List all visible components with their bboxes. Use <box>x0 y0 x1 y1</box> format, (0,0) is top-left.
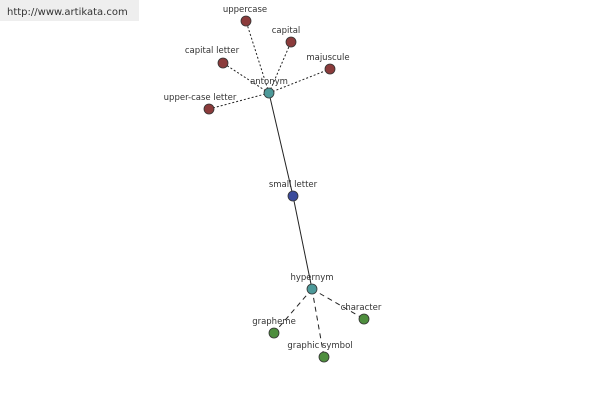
node <box>263 87 275 99</box>
node-label: majuscule <box>306 53 349 63</box>
node <box>324 63 336 75</box>
edges <box>208 20 365 358</box>
node <box>318 351 330 363</box>
watermark-box <box>0 0 139 21</box>
edge <box>292 195 313 290</box>
node <box>268 327 280 339</box>
edge <box>273 288 313 334</box>
edge <box>268 68 331 94</box>
edge <box>268 92 294 197</box>
watermark: http://www.artikata.com <box>7 7 128 18</box>
node-label: hypernym <box>290 273 333 283</box>
nodes: small letter antonym hypernym uppercase capi… <box>164 5 382 363</box>
node <box>287 190 299 202</box>
node-label: antonym <box>250 77 288 87</box>
node-label: upper-case letter <box>164 93 237 103</box>
node-label: small letter <box>269 180 318 190</box>
node-label: graphic symbol <box>287 341 352 351</box>
node <box>217 57 229 69</box>
edge <box>311 288 365 320</box>
node <box>358 313 370 325</box>
edge <box>222 62 270 94</box>
node-label: uppercase <box>223 5 267 15</box>
edge <box>311 288 325 358</box>
node <box>240 15 252 27</box>
node-label: capital <box>272 26 301 36</box>
node-label: character <box>341 303 382 313</box>
node-label: grapheme <box>252 317 296 327</box>
node <box>203 103 215 115</box>
node <box>306 283 318 295</box>
node <box>285 36 297 48</box>
node-label: capital letter <box>185 46 240 56</box>
edge <box>268 41 292 94</box>
edge <box>245 20 270 94</box>
